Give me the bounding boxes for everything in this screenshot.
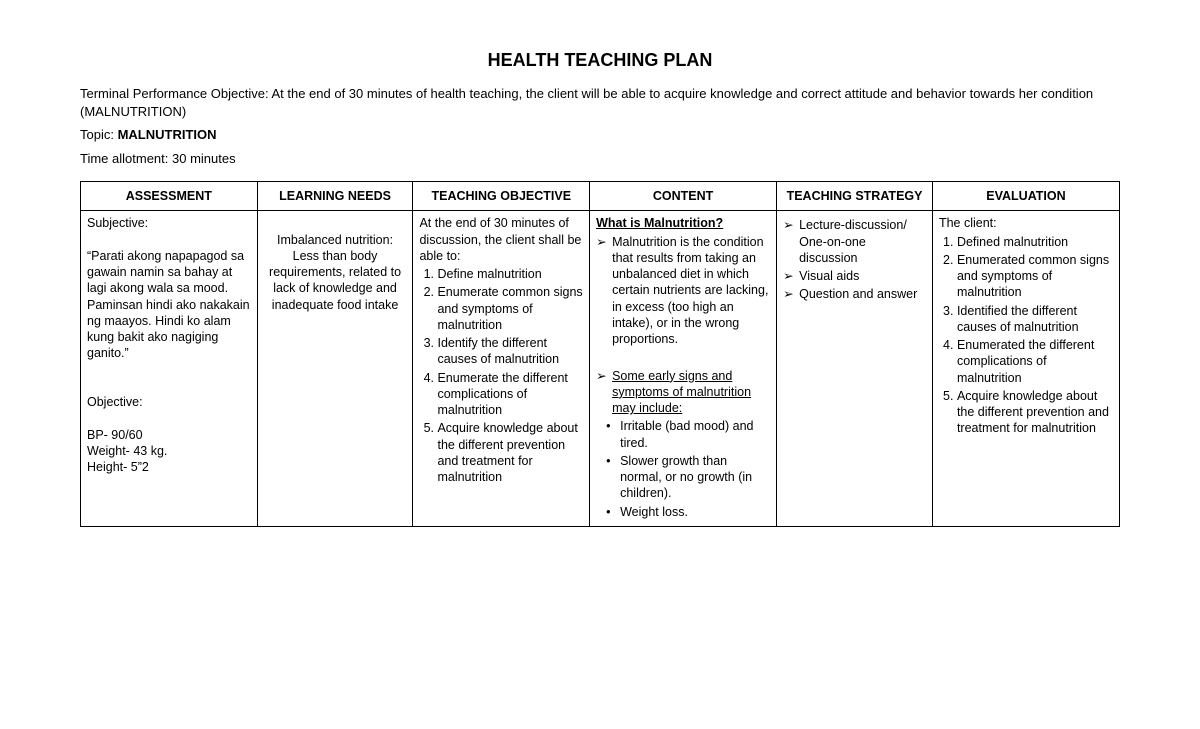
objective-list: Define malnutrition Enumerate common sig… <box>437 266 583 485</box>
signs-heading: Some early signs and symptoms of malnutr… <box>612 369 751 416</box>
strategy-list: Lecture-discussion/ One-on-one discussio… <box>783 217 926 302</box>
list-item: Malnutrition is the condition that resul… <box>596 234 770 348</box>
learning-needs-text: Imbalanced nutrition: Less than body req… <box>269 233 401 312</box>
list-item: Enumerated the different complications o… <box>957 337 1113 386</box>
list-item: Define malnutrition <box>437 266 583 282</box>
tpo-label: Terminal Performance Objective: <box>80 86 271 101</box>
content-heading: What is Malnutrition? <box>596 216 723 230</box>
list-item: Identified the different causes of malnu… <box>957 303 1113 336</box>
time-label: Time allotment: <box>80 151 172 166</box>
objective-bp: BP- 90/60 <box>87 427 251 443</box>
plan-table: ASSESSMENT LEARNING NEEDS TEACHING OBJEC… <box>80 181 1120 527</box>
cell-needs: Imbalanced nutrition: Less than body req… <box>257 211 413 527</box>
list-item: Acquire knowledge about the different pr… <box>957 388 1113 437</box>
subjective-label: Subjective: <box>87 215 251 231</box>
list-item: Slower growth than normal, or no growth … <box>606 453 770 502</box>
list-item: Identify the different causes of malnutr… <box>437 335 583 368</box>
topic-line: Topic: MALNUTRITION <box>80 126 1120 144</box>
col-content: CONTENT <box>590 182 777 211</box>
objective-weight: Weight- 43 kg. <box>87 443 251 459</box>
topic-value: MALNUTRITION <box>118 127 217 142</box>
cell-content: What is Malnutrition? Malnutrition is th… <box>590 211 777 527</box>
col-strategy: TEACHING STRATEGY <box>777 182 933 211</box>
time-value: 30 minutes <box>172 151 236 166</box>
col-evaluation: EVALUATION <box>932 182 1119 211</box>
cell-objective: At the end of 30 minutes of discussion, … <box>413 211 590 527</box>
list-item: Question and answer <box>783 286 926 302</box>
table-header-row: ASSESSMENT LEARNING NEEDS TEACHING OBJEC… <box>81 182 1120 211</box>
subjective-quote: “Parati akong napapagod sa gawain namin … <box>87 248 251 362</box>
cell-evaluation: The client: Defined malnutrition Enumera… <box>932 211 1119 527</box>
evaluation-lead: The client: <box>939 216 997 230</box>
evaluation-list: Defined malnutrition Enumerated common s… <box>957 234 1113 437</box>
list-item: Lecture-discussion/ One-on-one discussio… <box>783 217 926 266</box>
table-row: Subjective: “Parati akong napapagod sa g… <box>81 211 1120 527</box>
list-item: Enumerate the different complications of… <box>437 370 583 419</box>
list-item: Weight loss. <box>606 504 770 520</box>
objective-height: Height- 5”2 <box>87 459 251 475</box>
tpo-line: Terminal Performance Objective: At the e… <box>80 85 1120 120</box>
topic-label: Topic: <box>80 127 118 142</box>
objective-label: Objective: <box>87 394 251 410</box>
list-item: Enumerated common signs and symptoms of … <box>957 252 1113 301</box>
cell-assessment: Subjective: “Parati akong napapagod sa g… <box>81 211 258 527</box>
col-objective: TEACHING OBJECTIVE <box>413 182 590 211</box>
col-needs: LEARNING NEEDS <box>257 182 413 211</box>
list-item: Irritable (bad mood) and tired. <box>606 418 770 451</box>
list-item: Acquire knowledge about the different pr… <box>437 420 583 485</box>
objective-lead: At the end of 30 minutes of discussion, … <box>419 216 581 263</box>
cell-strategy: Lecture-discussion/ One-on-one discussio… <box>777 211 933 527</box>
content-signs-heading-list: Some early signs and symptoms of malnutr… <box>596 368 770 417</box>
list-item: Some early signs and symptoms of malnutr… <box>596 368 770 417</box>
page-title: HEALTH TEACHING PLAN <box>80 50 1120 71</box>
list-item: Visual aids <box>783 268 926 284</box>
list-item: Enumerate common signs and symptoms of m… <box>437 284 583 333</box>
list-item: Defined malnutrition <box>957 234 1113 250</box>
col-assessment: ASSESSMENT <box>81 182 258 211</box>
content-definition-list: Malnutrition is the condition that resul… <box>596 234 770 348</box>
time-line: Time allotment: 30 minutes <box>80 150 1120 168</box>
content-signs-list: Irritable (bad mood) and tired. Slower g… <box>606 418 770 520</box>
